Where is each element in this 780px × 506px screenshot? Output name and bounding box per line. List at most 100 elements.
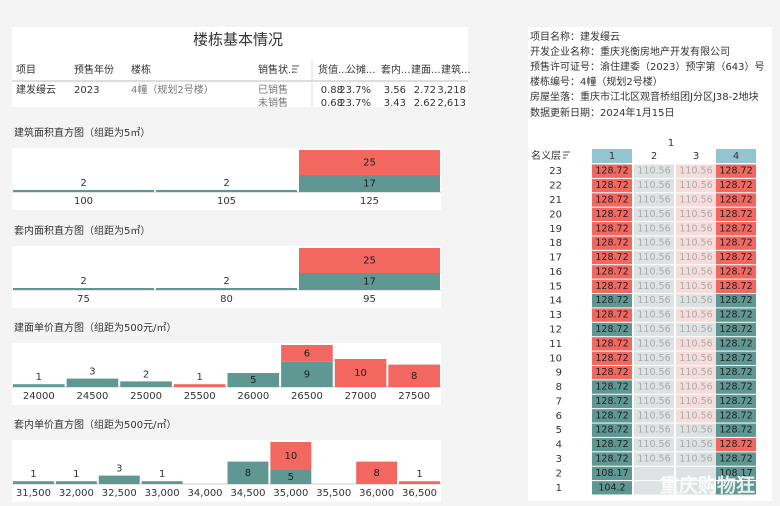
column-header-bg xyxy=(716,149,756,163)
unit-cell xyxy=(716,452,756,466)
unit-area: 110.56 xyxy=(679,223,712,234)
floor-header: 名义层 xyxy=(531,149,561,162)
unit-area: 110.56 xyxy=(637,238,670,249)
unit-cell xyxy=(634,380,674,394)
sort-icon xyxy=(563,151,570,159)
unit-cell xyxy=(592,178,632,193)
unit-area: 128.72 xyxy=(595,439,628,450)
unit-cell xyxy=(676,294,716,308)
unit-cell xyxy=(634,394,674,409)
info-line: 房屋坐落：重庆市江北区观音桥组团J分区J38-2地块 xyxy=(530,90,759,103)
unit-area: 108.17 xyxy=(719,468,752,479)
unit-cell xyxy=(716,380,756,394)
unit-cell xyxy=(592,322,632,337)
floor-label: 5 xyxy=(556,425,562,436)
unit-area: 128.72 xyxy=(719,223,752,234)
bar-label: 6 xyxy=(304,348,310,359)
bar-label: 2 xyxy=(143,369,149,380)
unit-area: 110.56 xyxy=(637,396,670,407)
unit-area: 110.56 xyxy=(637,166,670,177)
unit-cell xyxy=(676,437,716,452)
bar xyxy=(388,364,440,387)
unit-cell xyxy=(716,481,756,495)
unit-area: 110.56 xyxy=(679,194,712,205)
unit-area: 128.72 xyxy=(719,252,752,263)
bar xyxy=(55,481,97,484)
unit-cell xyxy=(634,409,674,423)
unit-cell xyxy=(676,409,716,423)
floor-label: 18 xyxy=(549,238,562,249)
bar-label: 1 xyxy=(30,469,36,480)
floor-label: 15 xyxy=(549,281,562,292)
unit-cell xyxy=(634,452,674,466)
floor-label: 3 xyxy=(556,454,562,465)
bar-label: 25 xyxy=(363,158,376,169)
unit-area: 110.56 xyxy=(637,439,670,450)
x-tick-label: 32,500 xyxy=(102,488,137,499)
bar xyxy=(299,175,440,192)
unit-cell xyxy=(592,423,632,437)
unit-area: 128.72 xyxy=(595,295,628,306)
x-tick-label: 36,000 xyxy=(359,488,394,499)
table-header: 预售年份 xyxy=(74,63,114,76)
unit-cell xyxy=(592,452,632,466)
x-tick-label: 75 xyxy=(77,294,90,305)
bar xyxy=(13,481,54,484)
x-tick-label: 36,500 xyxy=(402,488,437,499)
unit-cell xyxy=(676,250,716,265)
unit-area: 110.56 xyxy=(637,180,670,191)
value-cell: 0.88 xyxy=(321,85,343,96)
unit-cell xyxy=(676,207,716,222)
unit-area: 128.72 xyxy=(719,238,752,249)
bar-label: 3 xyxy=(116,464,122,475)
unit-cell xyxy=(716,250,756,265)
x-tick-label: 34,000 xyxy=(188,488,223,499)
unit-cell xyxy=(716,308,756,322)
unit-cell xyxy=(634,437,674,452)
bar xyxy=(156,288,297,290)
bar-label: 25 xyxy=(363,256,376,267)
status-cell: 未销售 xyxy=(258,96,288,109)
unit-area: 110.56 xyxy=(637,454,670,465)
unit-area: 110.56 xyxy=(679,439,712,450)
column-header-bg xyxy=(592,149,632,163)
table-header: 项目 xyxy=(16,64,36,76)
x-tick-label: 31,500 xyxy=(16,488,51,499)
unit-cell xyxy=(592,308,632,322)
unit-cell xyxy=(676,265,716,279)
unit-area: 128.72 xyxy=(595,281,628,292)
bar-label: 5 xyxy=(288,472,294,483)
bar xyxy=(281,345,333,362)
unit-cell xyxy=(634,178,674,193)
bar-label: 2 xyxy=(80,178,86,189)
unit-cell xyxy=(592,294,632,308)
bar xyxy=(66,378,119,387)
unit-area: 104.2 xyxy=(598,482,625,493)
bar-label: 8 xyxy=(245,468,251,479)
unit-area: 110.56 xyxy=(679,382,712,393)
x-tick-label: 100 xyxy=(74,196,93,207)
bar-label: 1 xyxy=(36,372,42,383)
bar-label: 17 xyxy=(363,277,376,288)
value-cell: 3.56 xyxy=(384,85,406,96)
unit-area: 128.72 xyxy=(595,367,628,378)
unit-cell xyxy=(676,452,716,466)
unit-area: 128.72 xyxy=(719,266,752,277)
unit-cell xyxy=(716,294,756,308)
unit-cell xyxy=(634,365,674,380)
unit-area: 110.56 xyxy=(679,338,712,349)
unit-cell xyxy=(716,337,756,351)
value-cell: 0.68 xyxy=(321,98,343,109)
unit-area: 110.56 xyxy=(637,324,670,335)
x-tick-label: 80 xyxy=(220,294,233,305)
unit-cell xyxy=(716,279,756,294)
unit-cell xyxy=(716,322,756,337)
unit-area: 128.72 xyxy=(719,324,752,335)
unit-area: 110.56 xyxy=(679,281,712,292)
unit-area: 108.17 xyxy=(595,468,628,479)
x-tick-label: 24500 xyxy=(77,391,109,402)
unit-cell xyxy=(592,279,632,294)
unit-cell xyxy=(676,466,716,481)
